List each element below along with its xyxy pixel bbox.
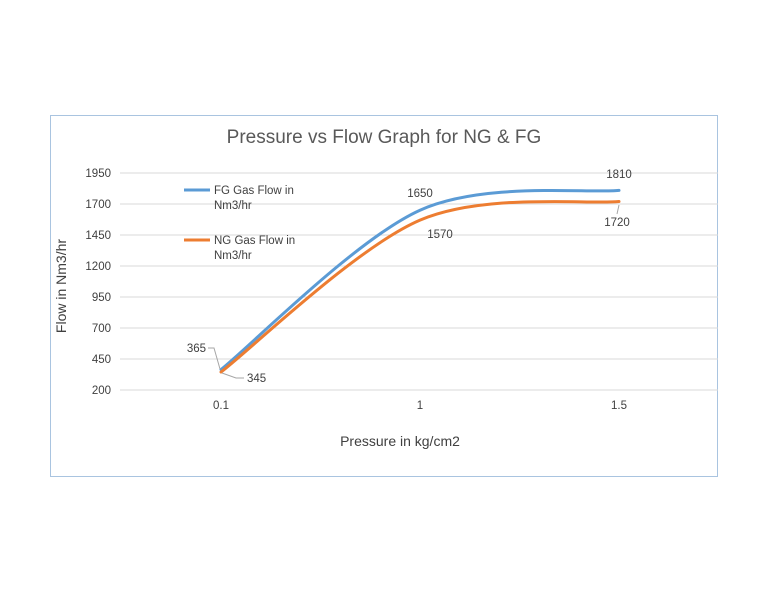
data-label-fg-1: 1650 <box>407 188 433 200</box>
chart-frame <box>50 115 718 477</box>
y-axis-title: Flow in Nm3/hr <box>53 239 69 333</box>
y-tick-label: 950 <box>92 292 111 304</box>
series-line-fg <box>219 188 621 372</box>
legend-label-fg: FG Gas Flow in <box>214 185 294 197</box>
legend-label-fg: Nm3/hr <box>214 200 252 212</box>
leader-line-ng-0 <box>221 372 244 379</box>
y-tick-label: 1950 <box>85 168 111 180</box>
legend: FG Gas Flow in Nm3/hr NG Gas Flow in Nm3/hr <box>184 185 295 262</box>
x-axis-ticks: 0.1 1 1.5 <box>213 400 627 412</box>
leader-line-fg-0 <box>208 347 221 370</box>
data-label-fg-2: 1810 <box>606 169 632 181</box>
data-label-fg-0: 365 <box>187 343 206 355</box>
y-tick-label: 1450 <box>85 230 111 242</box>
series-line-ng <box>219 199 621 374</box>
y-tick-label: 1200 <box>85 261 111 273</box>
x-tick-label: 1.5 <box>611 400 627 412</box>
y-tick-label: 200 <box>92 385 111 397</box>
gridlines <box>120 172 718 391</box>
data-labels: 365 1650 1810 345 1570 1720 <box>187 169 632 385</box>
x-axis-title: Pressure in kg/cm2 <box>340 433 460 449</box>
y-axis-ticks: 200 450 700 950 1200 1450 1700 1950 <box>85 168 111 397</box>
x-tick-label: 1 <box>417 400 423 412</box>
legend-label-ng: Nm3/hr <box>214 250 252 262</box>
leader-line-ng-2 <box>616 204 620 215</box>
data-label-ng-0: 345 <box>247 373 266 385</box>
y-tick-label: 700 <box>92 323 111 335</box>
y-tick-label: 450 <box>92 354 111 366</box>
legend-label-ng: NG Gas Flow in <box>214 235 295 247</box>
x-tick-label: 0.1 <box>213 400 229 412</box>
series-group <box>219 188 621 374</box>
data-label-ng-2: 1720 <box>604 217 630 229</box>
data-label-ng-1: 1570 <box>427 229 453 241</box>
y-tick-label: 1700 <box>85 199 111 211</box>
chart-title: Pressure vs Flow Graph for NG & FG <box>227 127 542 148</box>
